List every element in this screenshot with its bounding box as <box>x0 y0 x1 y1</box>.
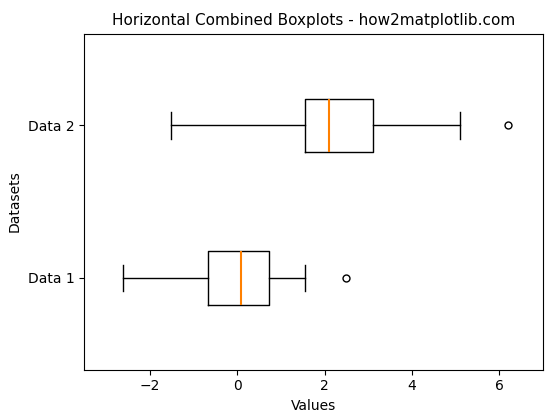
Title: Horizontal Combined Boxplots - how2matplotlib.com: Horizontal Combined Boxplots - how2matpl… <box>112 13 515 28</box>
X-axis label: Values: Values <box>291 399 336 413</box>
Y-axis label: Datasets: Datasets <box>8 171 22 233</box>
